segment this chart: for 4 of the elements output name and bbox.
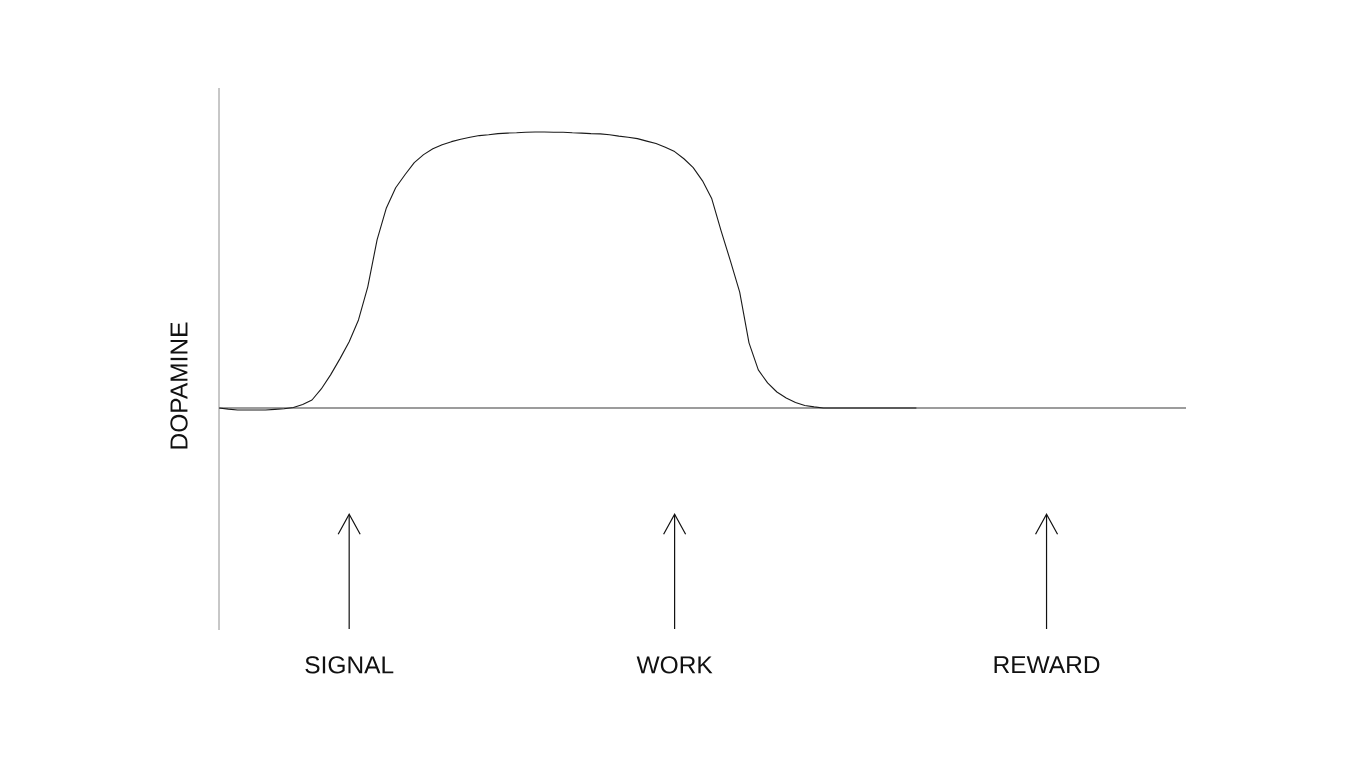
y-axis-title: DOPAMINE — [170, 322, 188, 449]
x-tick-label: SIGNAL — [305, 656, 394, 674]
x-tick-label: WORK — [636, 656, 713, 674]
x-tick-label: REWARD — [994, 656, 1100, 674]
